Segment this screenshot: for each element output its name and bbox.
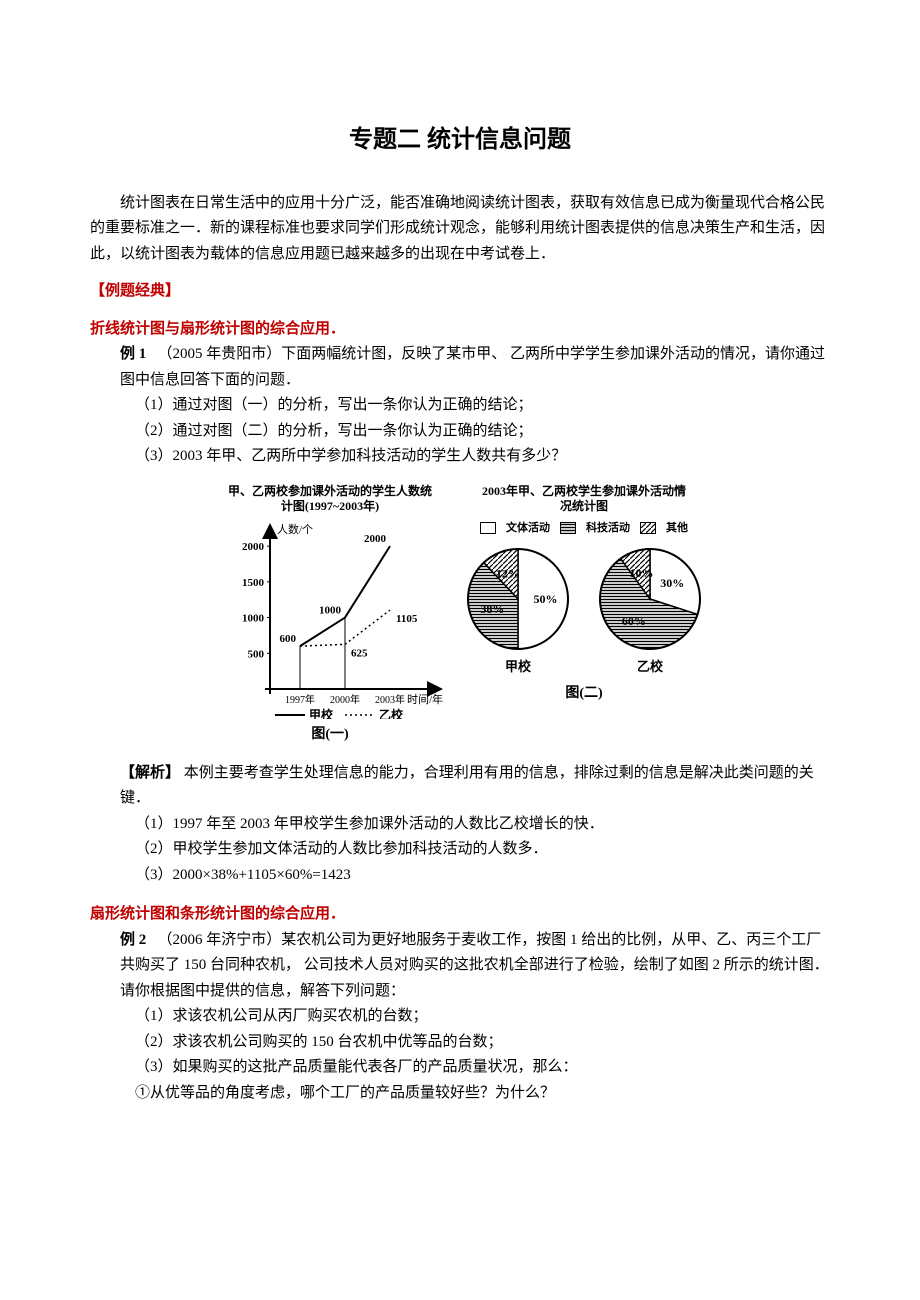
fig1-title: 甲、乙两校参加课外活动的学生人数统计图(1997~2003年) (225, 484, 435, 515)
xlabel: 时间/年 (407, 692, 443, 706)
analysis: 【解析】 本例主要考查学生处理信息的能力，合理利用有用的信息，排除过剩的信息是解… (90, 761, 830, 812)
ex1-q1: （1）通过对图（一）的分析，写出一条你认为正确的结论； (90, 393, 830, 419)
ex1-q2: （2）通过对图（二）的分析，写出一条你认为正确的结论； (90, 419, 830, 445)
svg-text:10%: 10% (630, 566, 654, 580)
fig2-title: 2003年甲、乙两校学生参加课外活动情况统计图 (479, 484, 689, 515)
analysis-label: 【解析】 (120, 765, 180, 781)
svg-text:30%: 30% (660, 576, 684, 590)
ex2-q2: （2）求该农机公司购买的 150 台农机中优等品的台数； (90, 1030, 830, 1056)
example-2: 例 2 （2006 年济宁市）某农机公司为更好地服务于麦收工作，按图 1 给出的… (90, 928, 830, 979)
example-1-label: 例 1 (120, 346, 146, 362)
svg-text:2000: 2000 (364, 533, 387, 545)
example-1-text: （2005 年贵阳市）下面两幅统计图，反映了某市甲、 乙两所中学学生参加课外活动… (120, 346, 825, 388)
example-2-label: 例 2 (120, 932, 146, 948)
pie-chart-b: 30% 60% 10% (595, 544, 705, 654)
svg-text:1997年: 1997年 (285, 693, 315, 706)
svg-text:2000年: 2000年 (330, 693, 360, 706)
svg-text:600: 600 (280, 633, 297, 645)
ex2-q3a: ①从优等品的角度考虑，哪个工厂的产品质量较好些？为什么？ (90, 1081, 830, 1107)
svg-text:2000: 2000 (242, 541, 265, 553)
legend-1: 文体活动 (506, 519, 550, 538)
svg-text:2003年: 2003年 (375, 693, 405, 706)
example-1: 例 1 （2005 年贵阳市）下面两幅统计图，反映了某市甲、 乙两所中学学生参加… (90, 342, 830, 393)
legend-2: 科技活动 (586, 519, 630, 538)
figure-1: 甲、乙两校参加课外活动的学生人数统计图(1997~2003年) 人数/个 时间/… (215, 484, 445, 747)
page-title: 专题二 统计信息问题 (90, 120, 830, 161)
legend-box-diag (640, 522, 656, 534)
svg-text:500: 500 (248, 648, 265, 660)
analysis-a3: （3）2000×38%+1105×60%=1423 (90, 863, 830, 889)
legend-a: 甲校 (309, 707, 334, 719)
svg-text:50%: 50% (534, 592, 558, 606)
legend-box-white (480, 522, 496, 534)
svg-text:625: 625 (351, 647, 368, 659)
fig2-caption: 图(二) (565, 682, 602, 706)
pie-chart-a: 50% 38% 12% (463, 544, 573, 654)
figure-2: 2003年甲、乙两校学生参加课外活动情况统计图 文体活动 科技活动 其他 (463, 484, 705, 747)
pie-legend: 文体活动 科技活动 其他 (480, 519, 688, 538)
section-header: 【例题经典】 (90, 279, 830, 305)
pie-a-label: 甲校 (505, 656, 531, 678)
analysis-a2: （2）甲校学生参加文体活动的人数比参加科技活动的人数多． (90, 837, 830, 863)
fig1-caption: 图(一) (311, 723, 348, 747)
svg-text:12%: 12% (496, 566, 520, 580)
line-chart-svg: 人数/个 时间/年 500 1000 1500 2000 1997年 2000年 2003… (215, 519, 445, 719)
svg-text:1000: 1000 (319, 605, 342, 617)
example-2-text: （2006 年济宁市）某农机公司为更好地服务于麦收工作，按图 1 给出的比例，从… (120, 932, 829, 974)
section-sub-2: 扇形统计图和条形统计图的综合应用． (90, 902, 830, 928)
section-sub-1: 折线统计图与扇形统计图的综合应用． (90, 317, 830, 343)
ylabel: 人数/个 (277, 523, 313, 536)
svg-text:38%: 38% (480, 602, 504, 616)
figure-area: 甲、乙两校参加课外活动的学生人数统计图(1997~2003年) 人数/个 时间/… (90, 484, 830, 747)
pie-b-label: 乙校 (637, 656, 663, 678)
legend-3: 其他 (666, 519, 688, 538)
ex2-req: 请你根据图中提供的信息，解答下列问题： (90, 979, 830, 1005)
analysis-intro: 本例主要考查学生处理信息的能力，合理利用有用的信息，排除过剩的信息是解决此类问题… (120, 765, 814, 807)
svg-text:1105: 1105 (396, 613, 418, 625)
svg-text:1500: 1500 (242, 577, 265, 589)
ex1-q3: （3）2003 年甲、乙两所中学参加科技活动的学生人数共有多少？ (90, 444, 830, 470)
svg-text:1000: 1000 (242, 613, 265, 625)
ex2-q3: （3）如果购买的这批产品质量能代表各厂的产品质量状况，那么： (90, 1055, 830, 1081)
legend-box-hatch (560, 522, 576, 534)
intro-paragraph: 统计图表在日常生活中的应用十分广泛，能否准确地阅读统计图表，获取有效信息已成为衡… (90, 191, 830, 268)
legend-b: 乙校 (379, 707, 404, 719)
svg-text:60%: 60% (622, 614, 646, 628)
analysis-a1: （1）1997 年至 2003 年甲校学生参加课外活动的人数比乙校增长的快． (90, 812, 830, 838)
ex2-q1: （1）求该农机公司从丙厂购买农机的台数； (90, 1004, 830, 1030)
